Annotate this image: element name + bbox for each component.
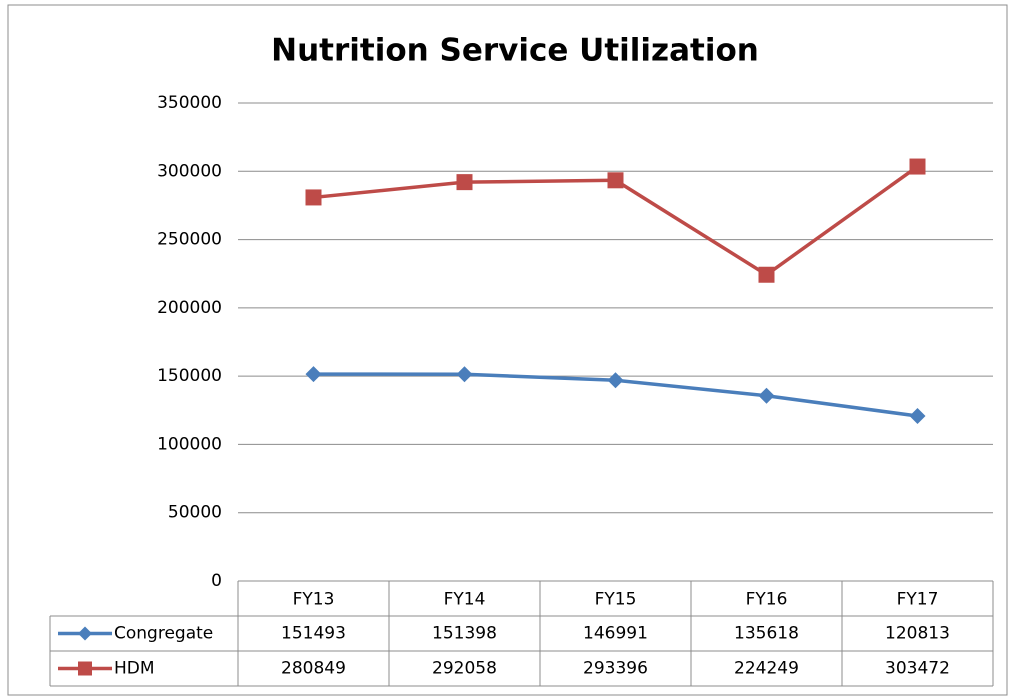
x-tick-label: FY15 (595, 590, 637, 610)
table-cell: 293396 (583, 659, 648, 679)
y-tick-label: 300000 (157, 161, 222, 181)
marker (456, 366, 473, 383)
table-cell: 135618 (734, 624, 799, 644)
marker (758, 387, 775, 404)
marker (305, 189, 322, 206)
legend-label: HDM (114, 659, 155, 679)
table-cell: 292058 (432, 659, 497, 679)
marker (607, 172, 624, 189)
y-tick-label: 250000 (157, 230, 222, 250)
marker (758, 266, 775, 283)
table-cell: 120813 (885, 624, 950, 644)
marker (909, 158, 926, 175)
x-tick-label: FY16 (746, 590, 788, 610)
table-cell: 280849 (281, 659, 346, 679)
table-cell: 224249 (734, 659, 799, 679)
table-cell: 303472 (885, 659, 950, 679)
y-tick-label: 100000 (157, 434, 222, 454)
y-tick-label: 150000 (157, 366, 222, 386)
chart-border (7, 4, 1008, 696)
x-tick-label: FY14 (444, 590, 486, 610)
x-tick-label: FY17 (897, 590, 939, 610)
y-tick-label: 200000 (157, 298, 222, 318)
legend-label: Congregate (114, 624, 213, 644)
table-cell: 151493 (281, 624, 346, 644)
y-tick-label: 350000 (157, 93, 222, 113)
marker (456, 174, 473, 191)
marker (607, 372, 624, 389)
legend-key-marker (78, 626, 92, 641)
marker (909, 408, 926, 425)
chart-title: Nutrition Service Utilization (271, 33, 759, 69)
y-tick-label: 0 (211, 571, 222, 591)
x-tick-label: FY13 (293, 590, 335, 610)
table-cell: 146991 (583, 624, 648, 644)
table-cell: 151398 (432, 624, 497, 644)
legend-key-marker (78, 661, 92, 676)
marker (305, 366, 322, 383)
y-tick-label: 50000 (168, 503, 222, 523)
